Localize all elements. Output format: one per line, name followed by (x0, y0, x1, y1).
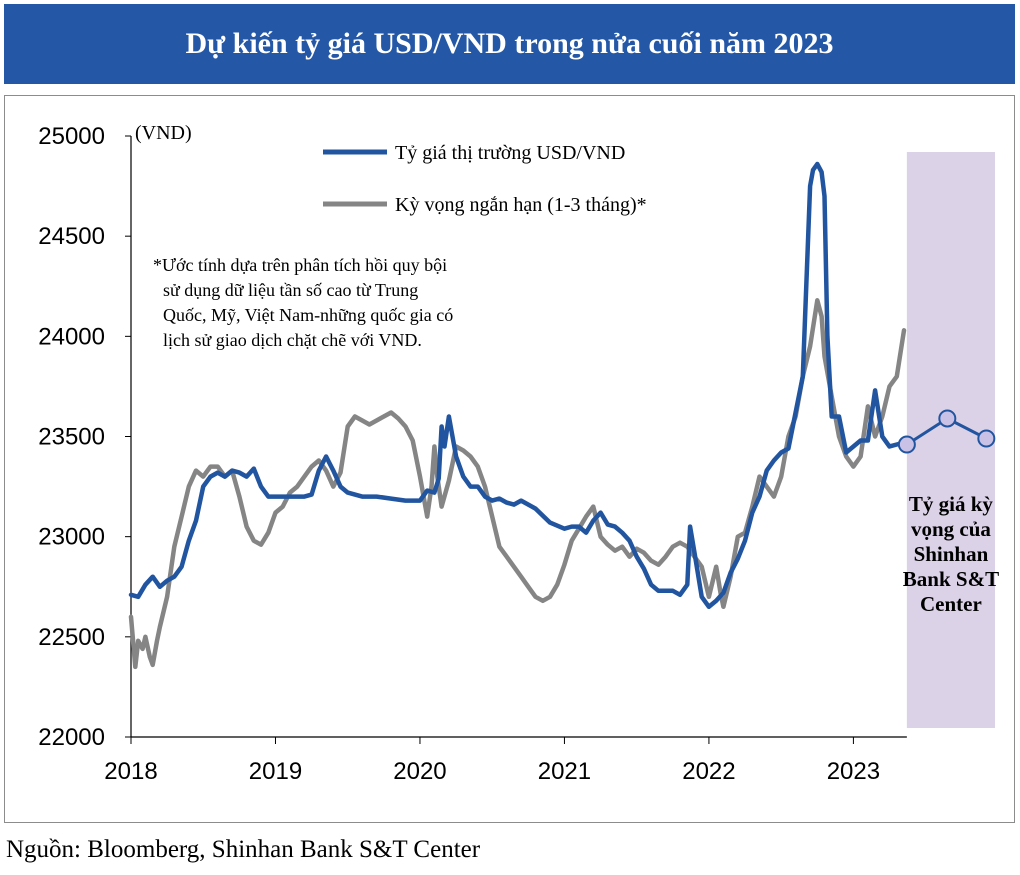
note-line: Quốc, Mỹ, Việt Nam-những quốc gia có (163, 305, 453, 325)
x-tick-label: 2022 (682, 758, 735, 785)
band-label-line: Bank S&T (903, 567, 999, 591)
series-market-line (128, 161, 907, 610)
y-tick-label: 23000 (38, 524, 105, 551)
y-axis-unit-label: (VND) (135, 122, 192, 144)
x-tick-label: 2018 (104, 758, 157, 785)
forecast-point (897, 435, 916, 454)
chart-title: Dự kiến tỷ giá USD/VND trong nửa cuối nă… (185, 27, 834, 60)
legend-label-expectation: Kỳ vọng ngắn hạn (1-3 tháng)* (395, 194, 647, 216)
title-bar: Dự kiến tỷ giá USD/VND trong nửa cuối nă… (4, 4, 1015, 84)
series-expectation-line (128, 298, 907, 670)
y-tick-label: 23500 (38, 424, 105, 451)
x-tick-label: 2023 (827, 758, 880, 785)
chart-svg: 25000 24500 24000 23500 23000 22500 22000 2018 2… (38, 122, 999, 785)
band-label-line: vọng của (911, 517, 991, 541)
band-label-line: Center (920, 592, 982, 616)
y-tick-label: 22000 (38, 724, 105, 751)
forecast-point (977, 429, 996, 448)
x-tick-label: 2020 (393, 758, 446, 785)
forecast-point (938, 409, 957, 428)
y-tick-label: 25000 (38, 123, 105, 150)
chart-frame: 25000 24500 24000 23500 23000 22500 22000 2018 2… (4, 95, 1015, 823)
y-tick-label: 24500 (38, 223, 105, 250)
chart-note: *Ước tính dựa trên phân tích hồi quy bội… (153, 255, 453, 350)
y-tick-label: 24000 (38, 323, 105, 350)
y-tick-label: 22500 (38, 624, 105, 651)
note-line: sử dụng dữ liệu tần số cao từ Trung (163, 280, 418, 300)
x-tick-label: 2019 (249, 758, 302, 785)
note-line: *Ước tính dựa trên phân tích hồi quy bội (153, 255, 447, 275)
legend-label-market: Tỷ giá thị trường USD/VND (395, 142, 625, 164)
note-line: lịch sử giao dịch chặt chẽ với VND. (163, 330, 422, 350)
source-note: Nguồn: Bloomberg, Shinhan Bank S&T Cente… (6, 836, 481, 863)
x-tick-label: 2021 (538, 758, 591, 785)
band-label-line: Shinhan (914, 542, 989, 566)
band-label-line: Tỷ giá kỳ (909, 492, 994, 516)
